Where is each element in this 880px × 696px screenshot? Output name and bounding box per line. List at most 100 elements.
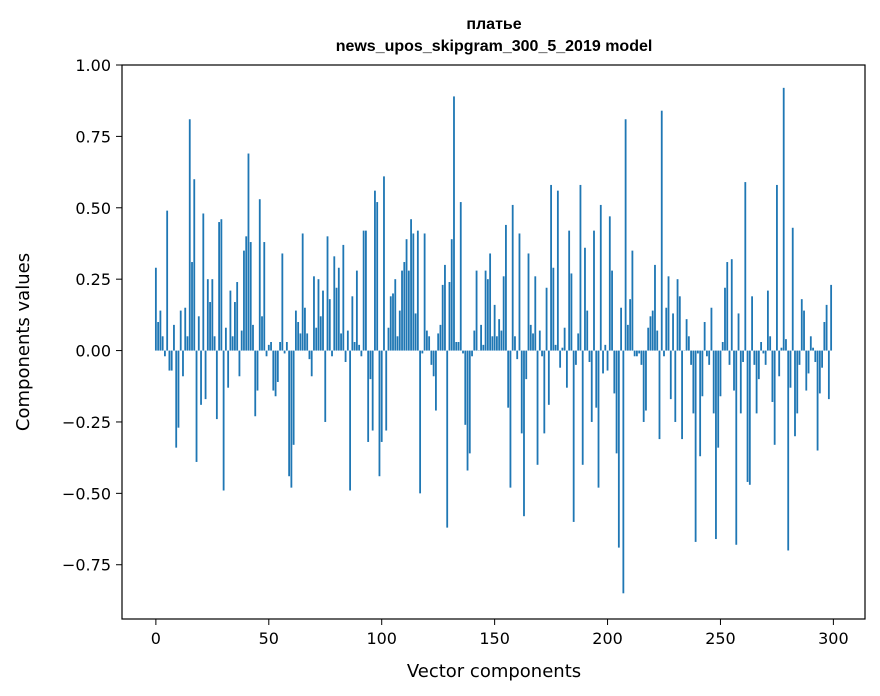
- bar: [575, 350, 577, 365]
- bar: [346, 330, 349, 351]
- bar: [667, 276, 670, 351]
- bar: [274, 350, 277, 397]
- bar: [629, 299, 632, 351]
- bar: [414, 313, 417, 351]
- bar: [556, 190, 559, 351]
- bar: [344, 350, 347, 362]
- bar: [500, 330, 503, 351]
- bar: [197, 316, 200, 351]
- bar: [757, 350, 760, 380]
- bar: [807, 350, 810, 374]
- bar: [432, 350, 435, 377]
- bar: [710, 307, 713, 351]
- bar: [188, 119, 191, 351]
- bar: [186, 336, 189, 351]
- bar: [812, 347, 814, 351]
- bar: [407, 270, 410, 351]
- bar: [319, 316, 322, 351]
- bar: [739, 350, 742, 414]
- bar: [337, 267, 340, 351]
- bar: [263, 242, 266, 351]
- bar: [441, 284, 444, 351]
- bar: [827, 350, 830, 400]
- bar: [502, 276, 505, 351]
- bar: [412, 233, 415, 351]
- bar: [766, 290, 769, 351]
- bar: [405, 239, 408, 351]
- y-tick-label: 0.00: [75, 342, 111, 361]
- bar: [398, 310, 401, 351]
- bar: [236, 282, 239, 351]
- bar: [480, 324, 482, 351]
- x-axis: 0 50 100 150 200 250 300: [151, 619, 849, 648]
- bar: [252, 324, 254, 351]
- bar: [365, 230, 367, 351]
- bar: [685, 319, 688, 351]
- y-tick-label: −0.25: [62, 413, 111, 432]
- y-tick-label: −0.75: [62, 556, 111, 575]
- bar: [215, 350, 218, 420]
- chart-title: платье: [466, 16, 521, 33]
- bar: [247, 153, 250, 351]
- bar: [785, 339, 787, 351]
- bar: [218, 222, 221, 351]
- bar: [243, 250, 245, 351]
- bar: [193, 179, 196, 351]
- bar: [712, 350, 715, 414]
- bar: [297, 322, 300, 351]
- bar: [175, 350, 178, 448]
- bar: [762, 350, 765, 354]
- bar: [651, 310, 654, 351]
- bar: [446, 350, 449, 528]
- bar: [818, 350, 821, 394]
- bar: [380, 350, 383, 442]
- bar: [498, 319, 501, 351]
- bar: [730, 259, 733, 351]
- bar: [800, 299, 803, 351]
- bar: [421, 350, 424, 354]
- bar: [285, 342, 288, 351]
- bar: [270, 342, 272, 351]
- bar: [256, 350, 259, 391]
- bar: [317, 279, 320, 351]
- bar: [324, 350, 327, 422]
- bar: [520, 350, 523, 434]
- bar: [376, 202, 379, 351]
- bar: [378, 350, 381, 477]
- bar: [794, 350, 796, 437]
- bar: [507, 350, 510, 408]
- bar: [362, 230, 365, 351]
- bar: [202, 213, 205, 351]
- bar: [529, 324, 532, 351]
- bar: [166, 210, 169, 351]
- bar: [294, 310, 297, 351]
- bar: [177, 350, 180, 428]
- bar: [620, 307, 622, 351]
- bar: [647, 327, 650, 351]
- bar: [475, 270, 478, 351]
- bar: [721, 342, 724, 351]
- bar: [642, 350, 645, 422]
- bar: [780, 347, 783, 351]
- bar: [708, 350, 711, 365]
- bar: [791, 227, 794, 351]
- bar: [276, 350, 279, 382]
- bar: [213, 336, 216, 351]
- bar: [340, 333, 342, 351]
- bar: [746, 350, 749, 482]
- bar: [322, 290, 324, 351]
- bar: [584, 247, 586, 351]
- bar: [484, 270, 487, 351]
- bar: [579, 184, 582, 351]
- bar: [796, 350, 799, 414]
- bar: [787, 350, 790, 551]
- bar: [231, 336, 234, 351]
- bar: [315, 327, 318, 351]
- bar: [313, 276, 315, 351]
- bar: [457, 342, 460, 351]
- bar: [229, 290, 232, 351]
- bar: [701, 350, 704, 397]
- bar: [599, 204, 602, 351]
- bar: [164, 350, 166, 357]
